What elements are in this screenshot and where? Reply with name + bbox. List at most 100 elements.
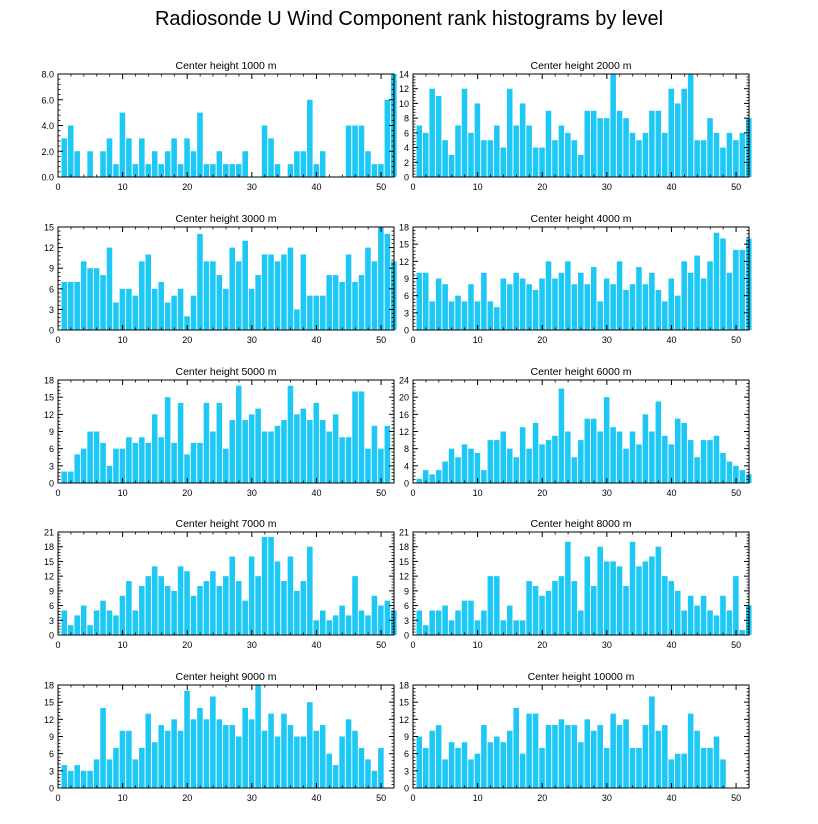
bar: [590, 267, 597, 330]
bar: [229, 420, 236, 483]
bar: [629, 541, 636, 635]
bar: [106, 610, 113, 635]
y-tick-label: 21: [399, 528, 409, 538]
y-tick-label: 12: [44, 572, 54, 582]
y-tick-label: 15: [399, 240, 409, 250]
bar: [506, 730, 513, 788]
bar: [481, 610, 487, 635]
bar: [636, 444, 642, 484]
bar: [332, 615, 339, 635]
bar: [519, 103, 526, 177]
bar: [494, 576, 500, 635]
x-tick-label: 0: [410, 488, 415, 498]
y-tick-label: 24: [399, 376, 409, 386]
bar: [649, 431, 655, 483]
y-tick-label: 0: [49, 784, 54, 794]
bar: [190, 151, 197, 177]
bar: [461, 444, 468, 484]
bar: [642, 132, 649, 177]
bar: [106, 759, 113, 788]
bar: [158, 164, 164, 178]
bar: [674, 418, 681, 484]
bar: [248, 288, 255, 330]
bar: [210, 164, 216, 178]
bar: [448, 620, 455, 635]
bar: [300, 408, 307, 483]
bar: [126, 581, 132, 635]
bar: [655, 401, 662, 483]
panel-title: Center height 3000 m: [176, 213, 277, 225]
bar: [687, 713, 694, 788]
bar: [261, 431, 268, 483]
bar: [435, 470, 442, 484]
bar: [126, 138, 132, 178]
bar: [584, 719, 591, 788]
y-tick-label: 0: [49, 479, 54, 489]
bar: [177, 288, 184, 330]
bar: [513, 707, 519, 788]
y-tick-label: 14: [399, 70, 409, 80]
bar: [668, 759, 675, 788]
bar: [597, 301, 603, 330]
y-tick-label: 18: [399, 223, 409, 233]
x-tick-label: 50: [731, 335, 741, 345]
y-tick-label: 6: [49, 601, 54, 611]
y-tick-label: 6: [404, 128, 409, 138]
x-tick-label: 50: [731, 640, 741, 650]
bar: [558, 576, 565, 635]
bar: [216, 275, 223, 330]
bar: [61, 138, 68, 178]
y-tick-label: 9: [404, 586, 409, 596]
bar: [526, 125, 532, 177]
bar: [674, 295, 681, 330]
panel-9: Center height 9000 m 0 3 6 9 12 15 18 0 10 20 30 40 5…: [44, 671, 395, 803]
bar: [481, 470, 487, 484]
bar: [571, 284, 578, 330]
panel-8: Center height 8000 m 0 3 6 9 12 15 18 21 0 10 20 30 4…: [399, 518, 752, 650]
bar: [210, 696, 216, 788]
bar: [139, 261, 145, 330]
bar: [332, 765, 339, 788]
panel-title: Center height 4000 m: [531, 213, 632, 225]
bar: [203, 261, 210, 330]
bar: [80, 261, 87, 330]
y-tick-label: 15: [399, 557, 409, 567]
bar: [281, 581, 287, 635]
bar: [733, 249, 739, 330]
bar: [623, 585, 629, 635]
bar: [610, 561, 616, 635]
bar: [545, 110, 552, 177]
bar: [649, 110, 655, 177]
bar: [687, 440, 694, 483]
bar: [513, 457, 519, 483]
bar: [164, 151, 171, 177]
bar: [164, 730, 171, 788]
bar: [67, 125, 74, 177]
x-tick-label: 50: [376, 182, 386, 192]
bar: [720, 759, 726, 788]
bar: [578, 154, 584, 177]
bar: [313, 620, 320, 635]
bar: [519, 278, 526, 330]
bar: [694, 255, 700, 330]
bar: [707, 747, 713, 788]
y-tick-label: 0.0: [41, 173, 54, 183]
x-tick-label: 50: [731, 488, 741, 498]
bar: [539, 147, 545, 177]
bar: [616, 725, 623, 788]
x-tick-label: 10: [473, 640, 483, 650]
panel-2: Center height 2000 m 0 2 4 6 8 10 12 14 0 10 20 30 40…: [399, 60, 752, 192]
bar: [274, 425, 281, 483]
bar: [67, 281, 74, 330]
bar: [203, 719, 210, 788]
bar: [597, 118, 603, 177]
bar: [720, 238, 726, 330]
bar: [468, 284, 474, 330]
bar: [184, 138, 190, 178]
y-tick-label: 0: [404, 173, 409, 183]
panel-title: Center height 9000 m: [176, 671, 277, 683]
x-tick-label: 20: [537, 793, 547, 803]
bar: [255, 408, 261, 483]
bar: [371, 261, 378, 330]
bar: [519, 427, 526, 483]
